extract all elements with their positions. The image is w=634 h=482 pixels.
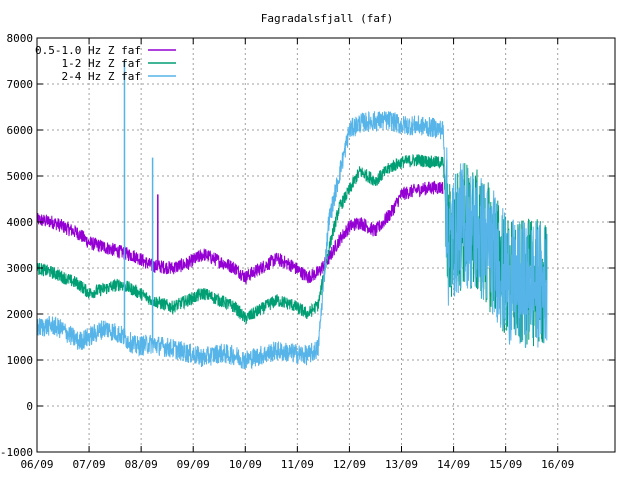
y-tick-label: 4000 <box>7 216 34 229</box>
x-tick-label: 06/09 <box>20 458 53 471</box>
y-tick-label: 1000 <box>7 354 34 367</box>
plot-area <box>36 61 548 370</box>
x-tick-label: 09/09 <box>177 458 210 471</box>
x-tick-label: 12/09 <box>333 458 366 471</box>
x-tick-label: 13/09 <box>385 458 418 471</box>
x-tick-label: 11/09 <box>281 458 314 471</box>
x-tick-label: 16/09 <box>541 458 574 471</box>
x-tick-label: 14/09 <box>437 458 470 471</box>
legend-label: 2-4 Hz Z faf <box>62 70 141 83</box>
y-tick-label: 7000 <box>7 78 34 91</box>
y-tick-label: 6000 <box>7 124 34 137</box>
x-tick-label: 15/09 <box>489 458 522 471</box>
y-tick-label: 5000 <box>7 170 34 183</box>
x-tick-label: 07/09 <box>73 458 106 471</box>
y-tick-label: 8000 <box>7 32 34 45</box>
chart-title: Fagradalsfjall (faf) <box>261 12 393 25</box>
series-line <box>36 180 444 285</box>
legend-label: 0.5-1.0 Hz Z faf <box>35 44 141 57</box>
y-tick-label: 0 <box>26 400 33 413</box>
legend-label: 1-2 Hz Z faf <box>62 57 141 70</box>
y-tick-label: -1000 <box>0 446 33 459</box>
x-tick-label: 08/09 <box>125 458 158 471</box>
y-tick-label: 3000 <box>7 262 34 275</box>
series-line <box>36 111 548 370</box>
y-tick-label: 2000 <box>7 308 34 321</box>
x-tick-label: 10/09 <box>229 458 262 471</box>
plot-frame <box>36 37 616 453</box>
axes: -1000 0 1000 2000 3000 4000 5000 6000 7000 8000 06… <box>0 32 615 471</box>
